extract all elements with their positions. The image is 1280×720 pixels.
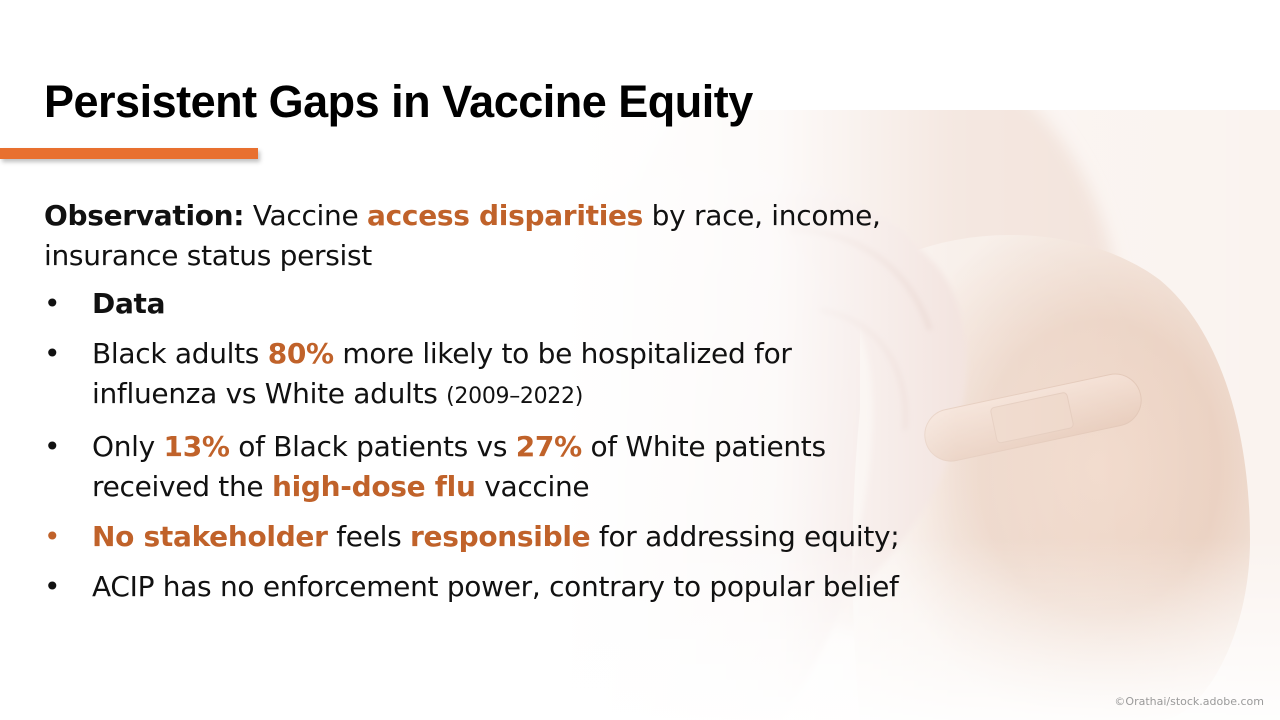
title-accent-bar <box>0 148 258 159</box>
bullet-text: Black adults <box>92 337 268 370</box>
bullet-item-high-dose: • Only 13% of Black patients vs 27% of W… <box>44 427 904 507</box>
bullet-list: • Data • Black adults 80% more likely to… <box>44 284 904 607</box>
bullet-marker: • <box>44 520 61 553</box>
bullet-item-data: • Data <box>44 284 904 324</box>
observation-label: Observation: <box>44 199 245 232</box>
shoulder-with-bandage-photo <box>560 110 1280 720</box>
bullet-highlight: 80% <box>267 337 334 370</box>
bullet-text: vaccine <box>475 470 590 503</box>
observation-text-end: by race, income, insurance status persis… <box>44 199 881 272</box>
bullet-text: Only <box>92 430 164 463</box>
bullet-marker: • <box>44 337 61 370</box>
bullet-text: for addressing equity; <box>590 520 900 553</box>
bullet-text: feels <box>327 520 411 553</box>
bullet-marker: • <box>44 287 61 320</box>
observation-highlight: access disparities <box>367 199 644 232</box>
bullet-text: of Black patients vs <box>229 430 516 463</box>
bullet-text: more likely to be hospitalized for influ… <box>92 337 792 410</box>
bullet-item-hospitalization: • Black adults 80% more likely to be hos… <box>44 334 904 417</box>
bullet-marker: • <box>44 430 61 463</box>
bullet-text: Data <box>92 287 166 320</box>
bullet-item-stakeholder: • No stakeholder feels responsible for a… <box>44 517 904 557</box>
slide-body: Observation: Vaccine access disparities … <box>44 196 904 617</box>
bullet-highlight: 27% <box>515 430 582 463</box>
bullet-highlight: high-dose flu <box>271 470 476 503</box>
slide-title: Persistent Gaps in Vaccine Equity <box>44 76 753 127</box>
bullet-date-range: (2009–2022) <box>446 384 583 409</box>
bullet-text: of White patients received the <box>92 430 826 503</box>
bullet-highlight: responsible <box>410 520 591 553</box>
bullet-highlight: 13% <box>163 430 230 463</box>
observation-text: Vaccine <box>244 199 367 232</box>
observation-paragraph: Observation: Vaccine access disparities … <box>44 196 904 276</box>
bullet-text: ACIP has no enforcement power, contrary … <box>92 570 899 603</box>
bullet-highlight: No stakeholder <box>92 520 328 553</box>
image-credit: ©Orathai/stock.adobe.com <box>1114 695 1264 708</box>
bullet-item-acip: • ACIP has no enforcement power, contrar… <box>44 567 904 607</box>
bullet-marker: • <box>44 570 61 603</box>
